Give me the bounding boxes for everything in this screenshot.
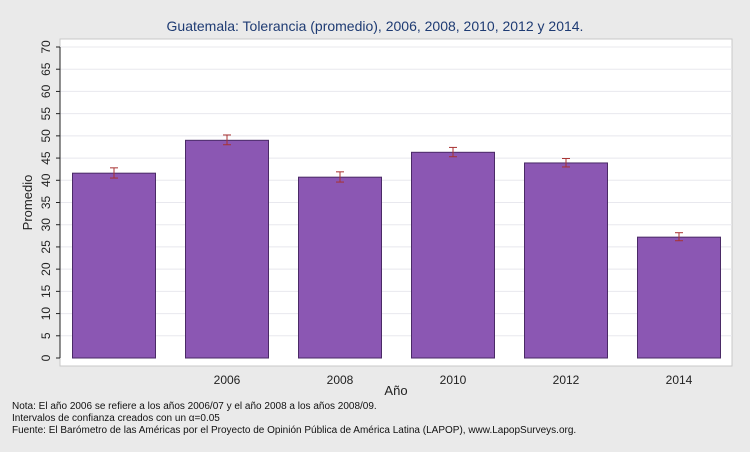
bar-2012 bbox=[524, 162, 608, 359]
note-source: Fuente: El Barómetro de las Américas por… bbox=[12, 425, 577, 436]
y-tick-label: 50 bbox=[39, 129, 53, 143]
y-tick-label: 60 bbox=[39, 84, 53, 98]
x-axis-title: Año bbox=[384, 383, 407, 398]
note-years: Nota: El año 2006 se refiere a los años … bbox=[12, 401, 377, 412]
bar-2006 bbox=[185, 139, 269, 359]
bar-first bbox=[72, 172, 156, 359]
y-tick-label: 10 bbox=[39, 307, 53, 321]
chart-title: Guatemala: Tolerancia (promedio), 2006, … bbox=[167, 18, 584, 34]
bar-2014 bbox=[637, 236, 721, 359]
bar-2008 bbox=[298, 176, 382, 359]
y-tick-label: 55 bbox=[39, 107, 53, 121]
error-bars bbox=[110, 134, 683, 242]
y-axis: 0 5 10 15 20 25 30 35 40 45 50 55 60 65 70 bbox=[39, 40, 61, 361]
y-tick-label: 5 bbox=[39, 332, 53, 339]
note-confidence: Intervalos de confianza creados con un α… bbox=[12, 413, 220, 424]
y-tick-label: 0 bbox=[39, 354, 53, 361]
y-axis-title: Promedio bbox=[20, 175, 35, 231]
y-tick-label: 30 bbox=[39, 218, 53, 232]
y-tick-label: 25 bbox=[39, 240, 53, 254]
x-tick-label: 2008 bbox=[327, 373, 354, 387]
y-tick-label: 40 bbox=[39, 173, 53, 187]
x-tick-label: 2010 bbox=[440, 373, 467, 387]
x-tick-label: 2006 bbox=[214, 373, 241, 387]
y-tick-label: 70 bbox=[39, 40, 53, 54]
x-tick-label: 2012 bbox=[553, 373, 580, 387]
x-axis: 2006 2008 2010 2012 2014 bbox=[214, 373, 693, 387]
y-tick-label: 20 bbox=[39, 262, 53, 276]
y-tick-label: 45 bbox=[39, 151, 53, 165]
y-tick-label: 35 bbox=[39, 196, 53, 210]
bar-chart: Guatemala: Tolerancia (promedio), 2006, … bbox=[20, 18, 733, 398]
gridlines bbox=[60, 46, 732, 337]
x-tick-label: 2014 bbox=[666, 373, 693, 387]
bar-2010 bbox=[411, 151, 495, 359]
y-tick-label: 15 bbox=[39, 284, 53, 298]
bars bbox=[72, 139, 721, 359]
y-tick-label: 65 bbox=[39, 62, 53, 76]
